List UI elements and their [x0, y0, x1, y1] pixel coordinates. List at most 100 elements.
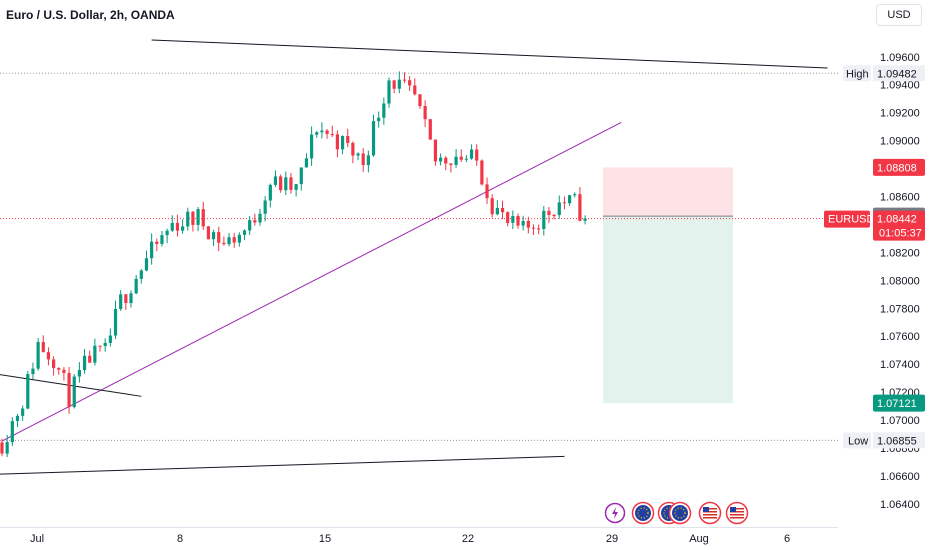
candle-body	[113, 308, 118, 336]
time-label: Aug	[689, 533, 709, 545]
candle-body	[402, 79, 407, 81]
candle-body	[299, 167, 303, 185]
candle-body	[325, 130, 329, 135]
candle-body	[196, 209, 200, 225]
high-label: High	[846, 68, 869, 80]
lightning-bolt	[612, 507, 618, 519]
candle-body	[82, 355, 87, 371]
candle-body	[211, 232, 216, 240]
eu-flag-stars	[674, 507, 686, 519]
candle-body	[310, 134, 314, 159]
us-flag-stripe	[730, 517, 744, 519]
candle-body	[485, 184, 489, 199]
stop-zone	[603, 167, 733, 217]
candle-body	[449, 163, 453, 165]
candle-body	[26, 374, 30, 409]
candle-body	[88, 355, 92, 363]
candle-body	[103, 342, 107, 347]
candles	[0, 71, 587, 458]
trendline-2	[0, 374, 142, 397]
trendline-4	[151, 39, 828, 69]
candle-body	[500, 207, 505, 213]
candle-body	[583, 218, 587, 221]
candle-body	[439, 157, 443, 162]
candle-body	[279, 176, 283, 191]
price-tick-label: 1.09200	[880, 108, 920, 120]
candle-body	[469, 149, 474, 159]
price-tick-label: 1.07600	[880, 331, 920, 343]
candle-body	[258, 213, 262, 223]
candle-body	[511, 216, 515, 223]
candle-body	[268, 184, 272, 201]
low-label: Low	[848, 435, 868, 447]
candle-body	[408, 80, 412, 86]
candle-body	[568, 195, 572, 204]
candle-body	[475, 149, 479, 161]
candle-body	[165, 230, 169, 236]
candle-body	[181, 226, 185, 231]
candle-body	[330, 134, 334, 136]
candle-body	[93, 345, 97, 363]
candle-body	[98, 345, 102, 347]
low-value-bg	[873, 432, 925, 449]
price-tick-label: 1.09400	[880, 80, 920, 92]
candle-body	[459, 156, 463, 160]
candle-body	[552, 215, 556, 217]
candle-body	[62, 369, 66, 374]
candle-body	[0, 442, 4, 454]
symbol-tag-bg	[824, 210, 870, 228]
price-tick-label: 1.06400	[880, 499, 920, 511]
candle-body	[52, 359, 56, 369]
candle-body	[377, 117, 381, 122]
candle-body	[521, 220, 525, 226]
candle-body	[144, 258, 149, 271]
candle-body	[129, 293, 133, 304]
price-tick-label: 1.07000	[880, 415, 920, 427]
target-price-tag-bg	[873, 394, 925, 412]
candle-body	[217, 232, 221, 243]
candle-body	[315, 132, 319, 135]
countdown-timer: 01:05:37	[879, 228, 922, 240]
candle-body	[356, 153, 360, 156]
us-flag-stripe	[703, 511, 717, 513]
candle-body	[557, 202, 561, 216]
price-axis: 1.09600 1.09400 1.09200 1.09000 1.08600 1.082…	[880, 52, 920, 511]
candle-body	[361, 153, 365, 166]
candle-body	[186, 211, 190, 227]
current-price: 1.08442	[877, 214, 917, 226]
candle-body	[237, 234, 241, 243]
price-labels: High1.09482Low1.068551.088081.084601.071…	[824, 65, 925, 449]
price-tick-label: 1.09600	[880, 52, 920, 64]
candle-body	[284, 177, 288, 191]
stop-price-tag: 1.08808	[877, 162, 917, 174]
trendline-3	[0, 455, 565, 475]
candle-body	[31, 368, 35, 375]
price-tick-label: 1.07400	[880, 359, 920, 371]
candle-body	[542, 210, 546, 230]
candle-body	[335, 134, 339, 150]
candle-body	[108, 335, 112, 343]
candle-body	[495, 207, 499, 215]
candle-body	[573, 194, 577, 196]
price-tick-label: 1.06600	[880, 471, 920, 483]
high-value: 1.09482	[877, 68, 917, 80]
price-tick-label: 1.07800	[880, 303, 920, 315]
candle-body	[67, 373, 71, 408]
eu-flag-field	[635, 505, 651, 521]
candle-body	[294, 184, 298, 190]
candle-body	[320, 130, 324, 133]
us-flag-stripe	[703, 508, 717, 510]
candle-body	[387, 80, 391, 104]
currency-button[interactable]: USD	[876, 4, 922, 26]
position-zones	[603, 167, 733, 404]
target-price-tag: 1.07121	[877, 398, 917, 410]
candle-body	[423, 106, 427, 120]
candle-body	[201, 209, 205, 227]
candle-body	[155, 241, 159, 244]
candle-body	[433, 139, 438, 162]
time-label: 15	[319, 533, 331, 545]
candle-body	[175, 222, 180, 231]
candle-body	[480, 160, 484, 185]
candle-body	[222, 242, 226, 245]
